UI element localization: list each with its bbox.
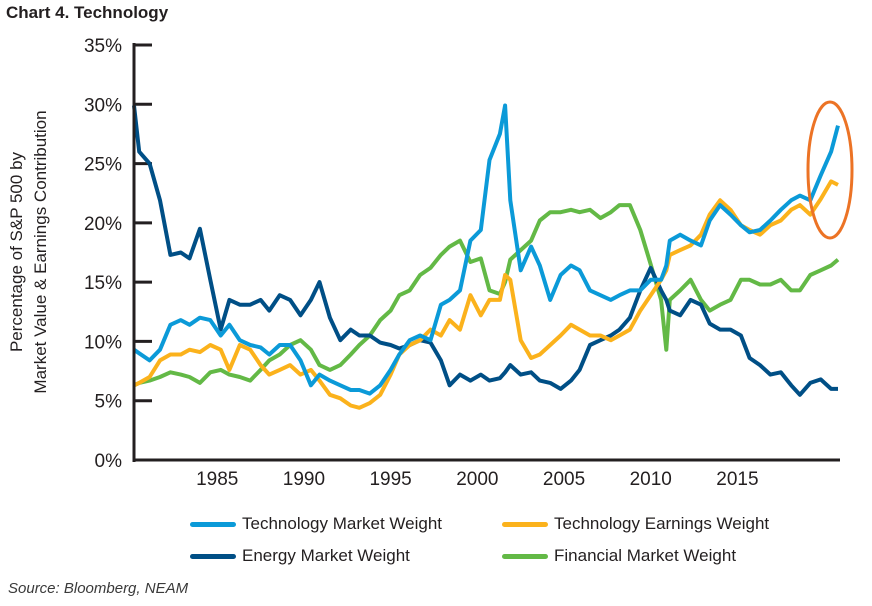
y-axis-label-line-1: Percentage of S&P 500 by	[7, 151, 26, 352]
y-tick-label: 25%	[84, 155, 122, 176]
legend-label: Financial Market Weight	[554, 546, 737, 565]
x-tick-label: 2015	[716, 469, 758, 490]
x-tick-label: 1995	[369, 469, 411, 490]
series-line-energy-market-weight	[132, 105, 838, 397]
y-tick-label: 15%	[84, 273, 122, 294]
x-tick-label: 1990	[283, 469, 325, 490]
series-line-financial-market-weight	[133, 203, 840, 388]
y-axis-label-line-2: Market Value & Earnings Contribution	[31, 110, 50, 393]
x-tick-label: 2005	[543, 469, 585, 490]
legend-label: Energy Market Weight	[242, 546, 410, 565]
legend-item-tech-earnings-weight: Technology Earnings Weight	[502, 514, 769, 534]
legend-swatch	[190, 553, 236, 559]
legend-item-financial-market-weight: Financial Market Weight	[502, 546, 736, 566]
y-tick-label: 5%	[95, 392, 123, 413]
y-tick-label: 30%	[84, 95, 122, 116]
x-tick-label: 1985	[196, 469, 238, 490]
y-tick-label: 10%	[84, 332, 122, 353]
highlight-ellipse	[806, 100, 854, 240]
x-tick-label: 2000	[456, 469, 498, 490]
series-line-technology-earnings-weight	[133, 179, 839, 410]
legend-swatch	[190, 521, 236, 527]
y-axis-label: Percentage of S&P 500 by Market Value & …	[7, 110, 50, 393]
y-tick-label: 0%	[95, 451, 123, 472]
legend-swatch	[502, 553, 548, 559]
legend-label: Technology Earnings Weight	[554, 514, 770, 533]
legend-item-tech-market-weight: Technology Market Weight	[190, 514, 442, 534]
series-line-technology-market-weight	[132, 103, 840, 396]
chart-title: Chart 4. Technology	[6, 3, 169, 22]
legend-label: Technology Market Weight	[242, 514, 443, 533]
source-note: Source: Bloomberg, NEAM	[8, 580, 189, 597]
x-tick-label: 2010	[630, 469, 672, 490]
legend-swatch	[502, 521, 548, 527]
legend-item-energy-market-weight: Energy Market Weight	[190, 546, 410, 566]
y-tick-label: 35%	[84, 36, 122, 57]
line-chart: Percentage of S&P 500 by Market Value & …	[7, 36, 854, 490]
y-tick-label: 20%	[84, 214, 122, 235]
